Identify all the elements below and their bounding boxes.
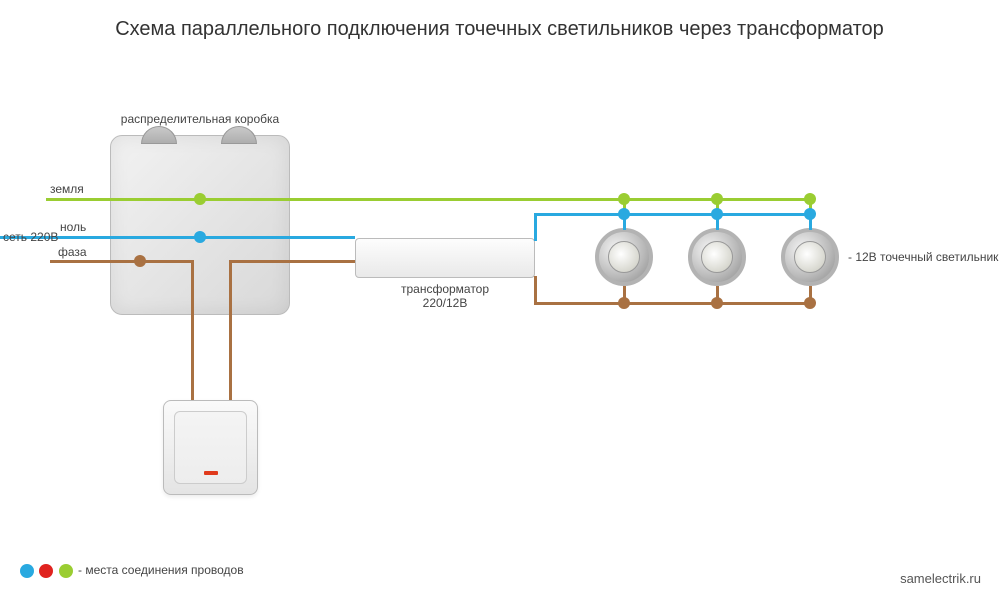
junction-box <box>110 135 290 315</box>
legend: - места соединения проводов <box>20 563 244 578</box>
ground-tap-node-2 <box>711 193 723 205</box>
phase-out-bus <box>534 302 812 305</box>
wall-switch <box>163 400 258 495</box>
ground-tap-node-1 <box>618 193 630 205</box>
wiring-diagram: распределительная коробка трансформатор … <box>0 0 999 600</box>
spotlight-label: - 12В точечный светильник <box>848 250 998 264</box>
phase-to-transformer <box>229 260 355 263</box>
neutral-node-box <box>194 231 206 243</box>
neutral-tap-node-1 <box>618 208 630 220</box>
neutral-tap-node-2 <box>711 208 723 220</box>
spotlight-3 <box>781 228 839 286</box>
phase-down-to-switch <box>191 260 194 400</box>
legend-dot-red <box>39 564 53 578</box>
phase-label: фаза <box>58 245 87 259</box>
neutral-tap-node-3 <box>804 208 816 220</box>
mains-label: сеть 220В <box>3 230 58 244</box>
legend-text: - места соединения проводов <box>78 563 244 577</box>
neutral-label: ноль <box>60 220 86 234</box>
legend-dot-blue <box>20 564 34 578</box>
footer-credit: samelectrik.ru <box>900 571 981 586</box>
transformer <box>355 238 535 278</box>
phase-box-seg <box>140 260 194 263</box>
neutral-out-up <box>534 213 537 241</box>
phase-in-wire <box>50 260 142 263</box>
ground-tap-node-3 <box>804 193 816 205</box>
ground-node-box <box>194 193 206 205</box>
ground-label: земля <box>50 182 84 196</box>
phase-tap-node-2 <box>711 297 723 309</box>
phase-tap-node-3 <box>804 297 816 309</box>
legend-dot-green <box>59 564 73 578</box>
spotlight-1 <box>595 228 653 286</box>
phase-up-from-switch <box>229 260 232 400</box>
junction-box-label: распределительная коробка <box>120 112 280 126</box>
phase-tap-node-1 <box>618 297 630 309</box>
transformer-label: трансформатор 220/12В <box>390 282 500 310</box>
neutral-out-bus <box>534 213 812 216</box>
ground-wire <box>46 198 810 201</box>
phase-out-down <box>534 276 537 304</box>
spotlight-2 <box>688 228 746 286</box>
